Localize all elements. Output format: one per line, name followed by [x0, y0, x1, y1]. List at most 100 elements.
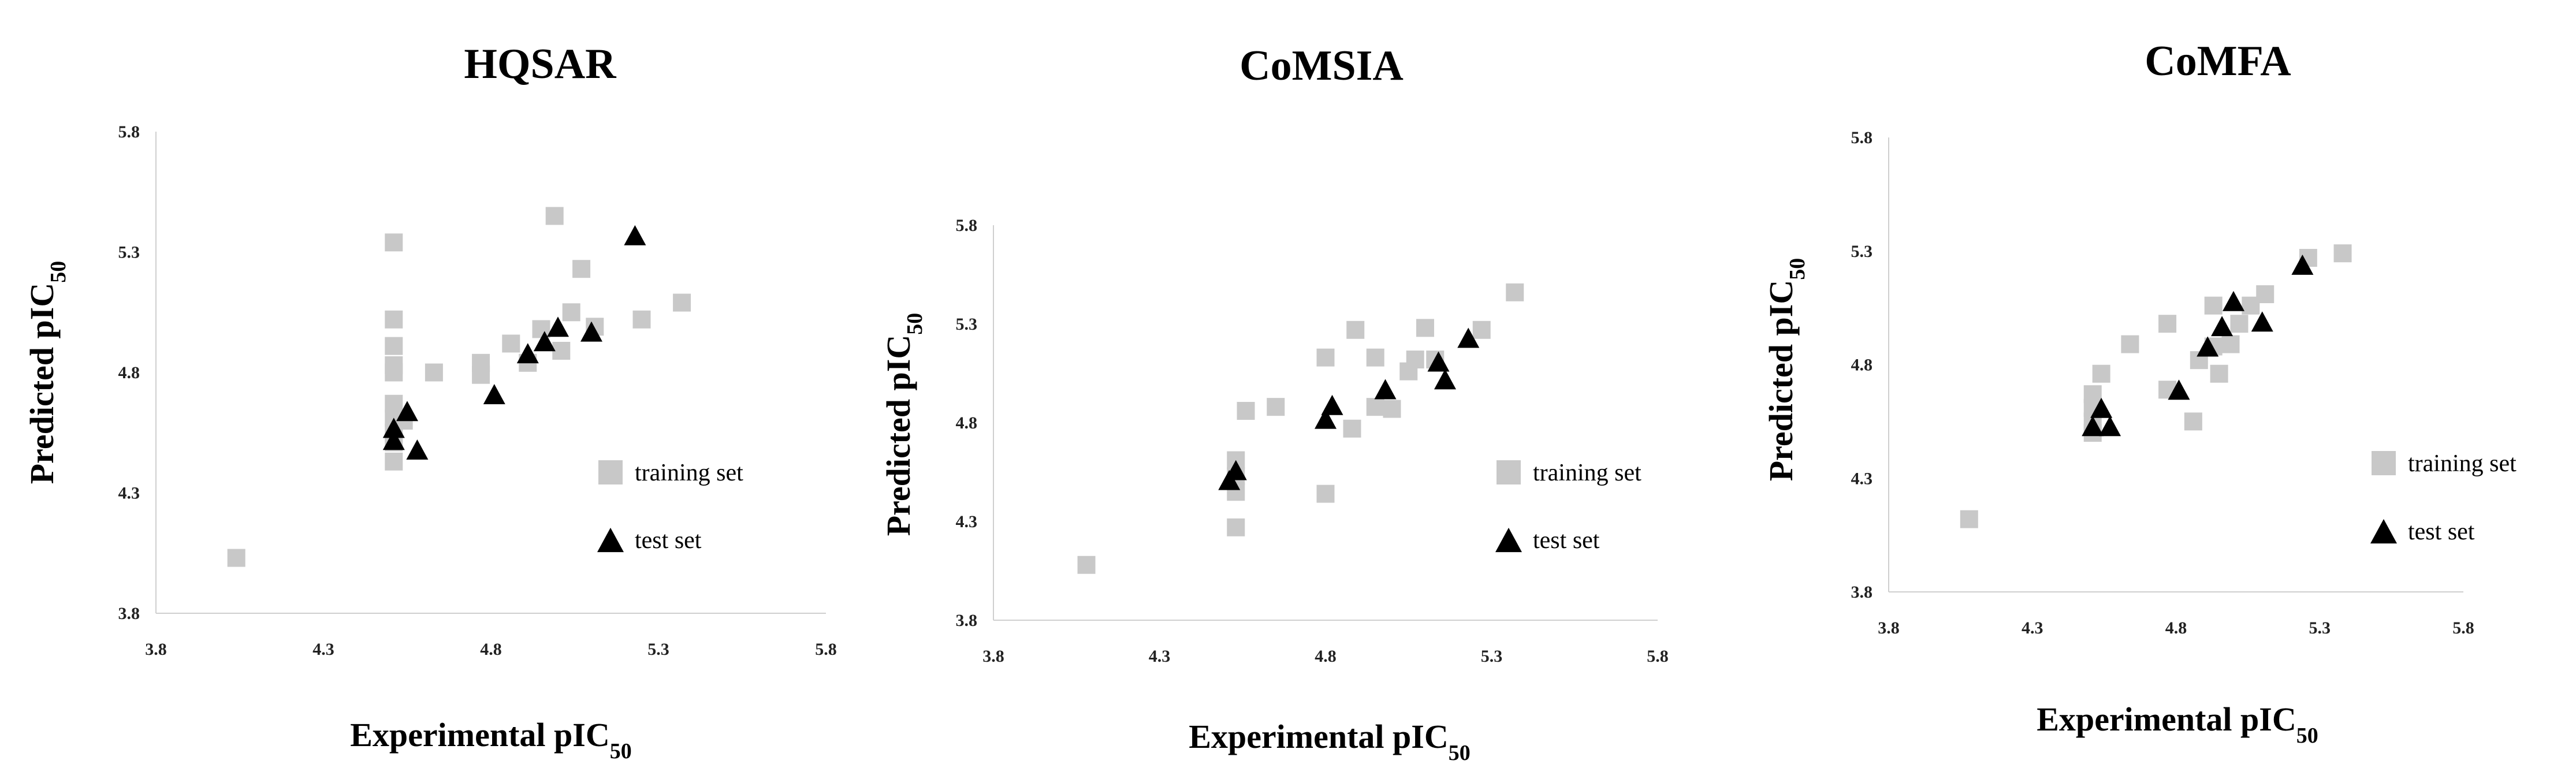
test-set-point — [2251, 311, 2273, 332]
legend-training-label: training set — [635, 460, 743, 486]
legend-training-label: training set — [1533, 460, 1641, 486]
test-set-point — [2223, 290, 2244, 311]
test-set-point — [533, 331, 556, 352]
x-tick-label: 4.3 — [312, 640, 334, 659]
legend-test-label: test set — [635, 527, 702, 554]
training-set-point — [1267, 398, 1285, 416]
test-set-point — [1434, 369, 1456, 390]
test-set-point — [1374, 379, 1397, 400]
training-set-point — [2256, 285, 2275, 304]
test-set-point — [396, 401, 418, 422]
chart-panel-hqsar: HQSAR 3.8 4.3 4.8 5.3 5.8 3.8 4.3 4.8 5.3 5.8 Predi… — [23, 40, 837, 763]
test-set-point — [1315, 408, 1337, 429]
legend-training-marker — [598, 460, 623, 484]
training-set-point — [1237, 401, 1255, 420]
legend-test-label: test set — [2408, 519, 2475, 545]
x-tick-label: 4.3 — [2022, 618, 2043, 638]
y-tick-label: 4.8 — [956, 413, 978, 433]
x-tick-label: 5.8 — [815, 640, 837, 659]
training-set-point — [385, 233, 403, 252]
test-set-point — [580, 321, 602, 342]
training-set-point — [385, 310, 403, 329]
training-set-point — [1343, 419, 1361, 438]
legend-test-marker — [1495, 527, 1522, 553]
y-tick-label: 3.8 — [118, 604, 140, 623]
legend-test-marker — [2370, 519, 2397, 544]
training-set-point — [562, 303, 580, 322]
training-set-point — [1366, 348, 1384, 367]
training-set-point — [1406, 351, 1424, 369]
training-set-point — [545, 207, 564, 225]
training-set-point — [2204, 296, 2223, 315]
training-set-point — [1960, 510, 1978, 528]
test-set-point — [1457, 327, 1480, 348]
y-tick-label: 4.3 — [118, 484, 140, 503]
test-set-point — [2099, 416, 2121, 437]
training-set-point — [552, 341, 571, 360]
x-tick-label: 3.8 — [145, 640, 167, 659]
y-axis-title: Predicted pIC50 — [1762, 258, 1810, 482]
test-set-point — [406, 439, 429, 460]
x-axis-title: Experimental pIC50 — [2037, 700, 2318, 748]
test-set-point — [2090, 397, 2113, 418]
y-tick-label: 5.3 — [1851, 242, 1873, 261]
y-tick-label: 5.3 — [956, 315, 978, 334]
x-axis-title: Experimental pIC50 — [350, 716, 632, 763]
training-set-point — [1227, 518, 1245, 536]
training-set-point — [472, 353, 490, 372]
training-set-point — [385, 337, 403, 355]
test-set-point — [2211, 316, 2233, 337]
training-set-point — [632, 310, 651, 329]
x-tick-label: 5.8 — [2452, 618, 2474, 638]
training-set-point — [1383, 400, 1401, 418]
y-tick-label: 5.8 — [1851, 128, 1873, 147]
test-set-point — [2082, 416, 2104, 437]
training-set-point — [2121, 335, 2139, 353]
training-set-point — [385, 363, 403, 382]
training-set-point — [2083, 385, 2102, 404]
training-set-point — [2184, 412, 2202, 431]
training-set-point — [2230, 315, 2249, 333]
test-set-point — [382, 418, 405, 438]
y-tick-label: 4.8 — [1851, 356, 1873, 375]
y-tick-label: 5.3 — [118, 243, 140, 262]
x-axis-title: Experimental pIC50 — [1189, 718, 1471, 765]
training-set-point — [2092, 364, 2110, 383]
test-set-point — [382, 430, 405, 450]
x-tick-label: 4.8 — [1315, 647, 1337, 666]
x-tick-label: 3.8 — [1878, 618, 1900, 638]
test-set-point — [1427, 351, 1450, 372]
training-set-point — [2210, 364, 2228, 383]
training-set-point — [1366, 398, 1384, 416]
x-tick-label: 5.3 — [1481, 647, 1503, 666]
training-set-point — [1316, 348, 1335, 367]
training-set-point — [502, 334, 520, 353]
test-set-point — [624, 225, 646, 245]
training-set-point — [2333, 244, 2352, 263]
y-tick-label: 3.8 — [956, 611, 978, 630]
legend-training-marker — [2372, 451, 2396, 475]
training-set-point — [1316, 484, 1335, 503]
training-set-point — [227, 549, 245, 567]
x-tick-label: 5.3 — [2309, 618, 2331, 638]
test-set-point — [1224, 460, 1247, 480]
legend-training-marker — [1497, 460, 1521, 484]
y-axis-title: Predicted pIC50 — [23, 261, 70, 484]
y-tick-label: 3.8 — [1851, 583, 1873, 602]
training-set-point — [532, 320, 550, 338]
x-tick-label: 4.8 — [2165, 618, 2187, 638]
chart-panel-comsia: CoMSIA 3.8 4.3 4.8 5.3 5.8 3.8 4.3 4.8 5.3 5.8 Pred… — [880, 42, 1669, 765]
training-set-point — [572, 260, 591, 278]
chart-panel-comfa: CoMFA 3.8 4.3 4.8 5.3 5.8 3.8 4.3 4.8 5.3 5.8 Predi… — [1762, 38, 2517, 748]
test-set-point — [516, 343, 539, 364]
training-set-point — [1416, 319, 1434, 337]
y-tick-label: 5.8 — [956, 216, 978, 235]
x-tick-label: 4.8 — [480, 640, 502, 659]
test-set-point — [483, 384, 505, 405]
x-tick-label: 4.3 — [1149, 647, 1171, 666]
test-set-point — [2168, 379, 2190, 400]
legend-test-marker — [597, 527, 624, 553]
chart-title: CoMSIA — [1239, 42, 1404, 90]
x-tick-label: 3.8 — [982, 647, 1004, 666]
